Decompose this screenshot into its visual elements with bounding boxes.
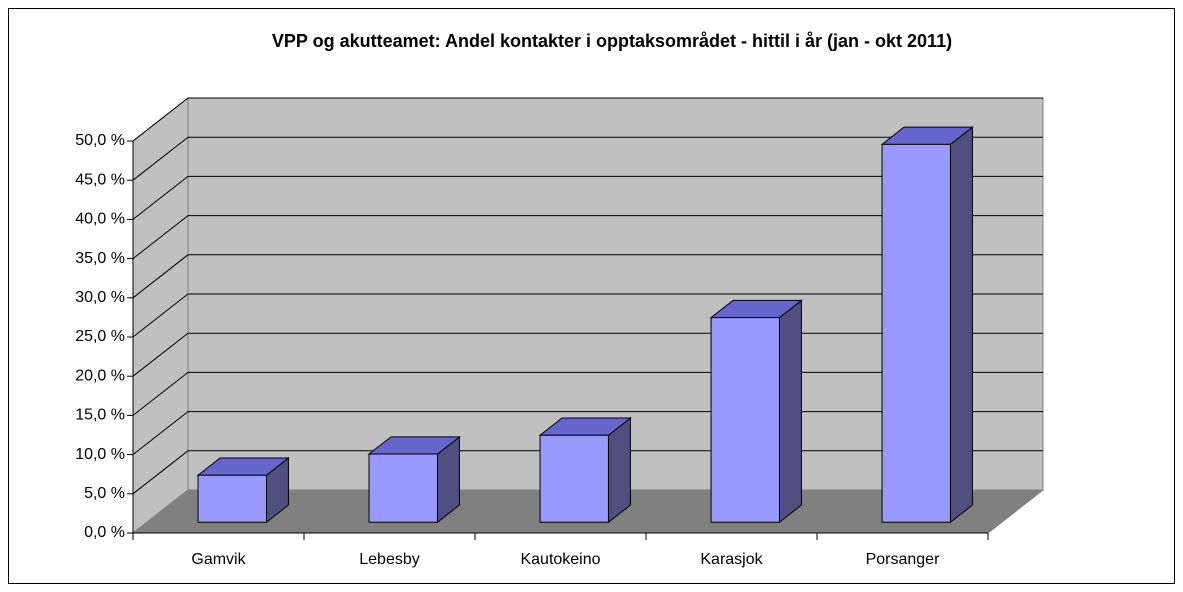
y-tick-label: 0,0 %: [84, 524, 125, 541]
y-tick-label: 10,0 %: [75, 446, 125, 463]
y-tick-label: 15,0 %: [75, 407, 125, 424]
y-tick-label: 40,0 %: [75, 211, 125, 228]
y-tick-label: 20,0 %: [75, 367, 125, 384]
x-tick-label: Porsanger: [866, 551, 940, 568]
bar-side: [778, 299, 802, 524]
y-tick-label: 5,0 %: [84, 485, 125, 502]
bar: [710, 317, 780, 523]
bar: [539, 434, 609, 523]
bar-side: [949, 126, 973, 524]
grid-line: [132, 215, 1043, 259]
x-tick-label: Kautokeino: [520, 551, 600, 568]
y-tick-label: 25,0 %: [75, 328, 125, 345]
grid-line: [132, 136, 1043, 181]
y-tick-label: 35,0 %: [75, 250, 125, 267]
x-tick-label: Lebesby: [359, 551, 420, 568]
bar: [368, 453, 438, 523]
x-tick-label: Gamvik: [191, 551, 246, 568]
chart-title: VPP og akutteamet: Andel kontakter i opp…: [272, 31, 952, 51]
grid-line: [132, 175, 1043, 220]
x-tick-label: Karasjok: [700, 551, 763, 568]
y-tick-label: 50,0 %: [75, 132, 125, 149]
grid-line: [132, 254, 1043, 299]
bar: [197, 474, 267, 523]
grid-line: [132, 293, 1043, 338]
y-tick-label: 45,0 %: [75, 171, 125, 188]
y-tick-label: 30,0 %: [75, 289, 125, 306]
grid-line: [132, 97, 1043, 142]
bar-side: [607, 417, 631, 524]
bar: [881, 143, 951, 523]
